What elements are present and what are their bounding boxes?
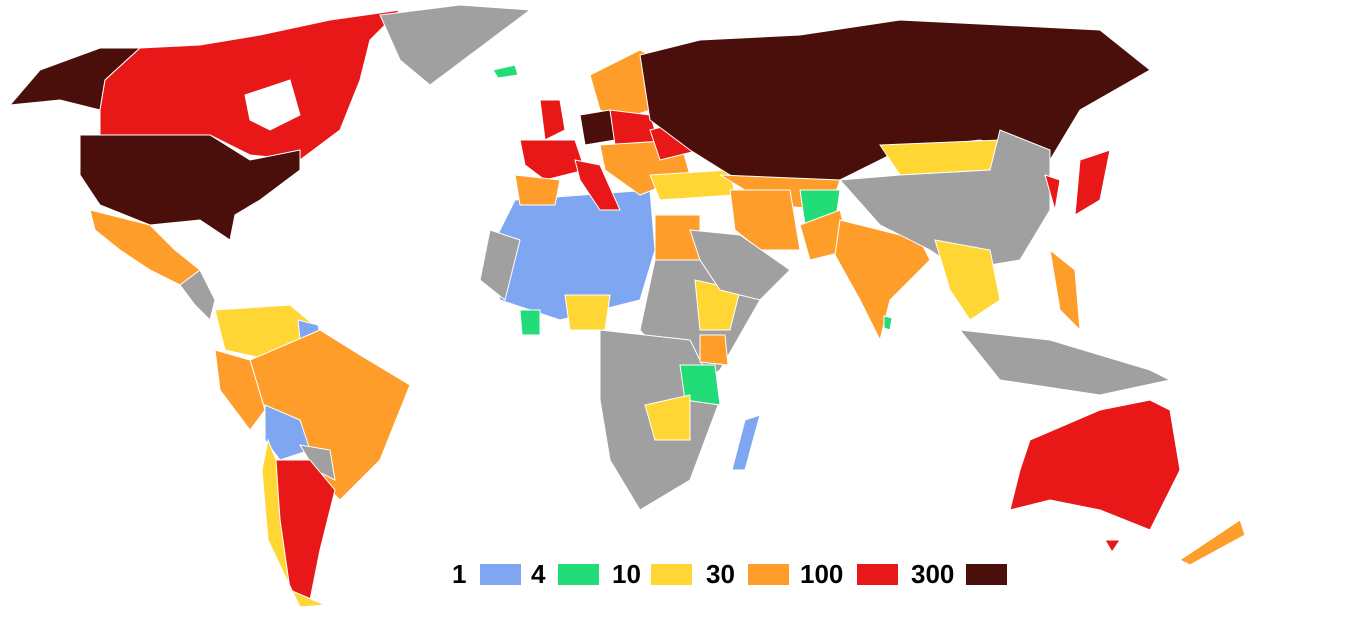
country-peru[interactable] [214,349,266,431]
country-madagascar[interactable] [731,414,761,471]
country-spain[interactable] [514,174,561,206]
country-mongolia[interactable] [879,139,1001,176]
legend-label-100: 100 [800,559,844,589]
tasmania[interactable] [1104,539,1121,553]
west-africa[interactable] [479,229,521,301]
country-france[interactable] [519,139,586,181]
legend-swatch-blue [480,564,521,585]
country-argentina[interactable] [274,459,336,601]
hudson-bay [244,79,301,131]
country-zambia-zimbabwe[interactable] [644,394,691,441]
legend-swatch-dark [966,564,1007,585]
central-america[interactable] [179,269,216,321]
country-nigeria[interactable] [564,294,611,331]
country-australia[interactable] [1009,399,1181,531]
country-chile[interactable] [261,438,326,608]
legend-swatch-orange [748,564,789,585]
country-china[interactable] [838,129,1051,271]
legend-label-1: 1 [452,559,467,589]
country-iceland[interactable] [492,64,519,79]
legend-swatch-yellow [651,564,692,585]
country-bolivia[interactable] [264,404,311,461]
legend-label-10: 10 [612,559,641,589]
legend-label-4: 4 [531,559,546,589]
legend-label-300: 300 [911,559,955,589]
country-uk[interactable] [539,99,566,141]
country-ghana[interactable] [519,309,541,336]
country-greenland[interactable] [379,4,532,86]
legend-swatch-green [558,564,599,585]
legend-label-30: 30 [706,559,735,589]
country-sri-lanka[interactable] [883,315,893,331]
country-indonesia[interactable] [958,329,1172,396]
country-philippines[interactable] [1049,248,1081,332]
arabian-peninsula[interactable] [689,229,791,301]
country-germany[interactable] [579,109,616,146]
southeast-asia[interactable] [934,239,1001,321]
legend-swatch-red [857,564,898,585]
country-kenya[interactable] [699,334,729,366]
country-iran[interactable] [729,189,801,251]
country-korea[interactable] [1044,174,1061,211]
country-japan[interactable] [1074,149,1111,216]
country-turkey[interactable] [649,169,736,201]
country-usa[interactable] [79,134,301,241]
country-italy[interactable] [574,159,621,211]
country-new-zealand[interactable] [1179,519,1246,566]
